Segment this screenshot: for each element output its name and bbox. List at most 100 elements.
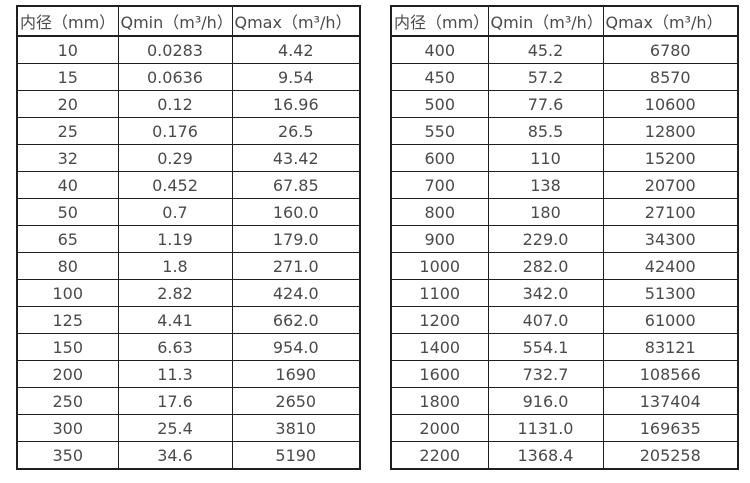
header-qmax: Qmax（m³/h） bbox=[231, 5, 361, 37]
table-row: 400 45.2 6780 bbox=[390, 35, 739, 64]
diameter-cell: 700 bbox=[390, 171, 489, 199]
diameter-cell: 300 bbox=[16, 414, 119, 442]
qmax-cell: 1690 bbox=[231, 360, 361, 388]
qmax-cell: 3810 bbox=[231, 414, 361, 442]
qmax-cell: 16.96 bbox=[231, 90, 361, 118]
table-row: 100 2.82 424.0 bbox=[16, 279, 361, 307]
diameter-cell: 500 bbox=[390, 90, 489, 118]
diameter-cell: 1400 bbox=[390, 333, 489, 361]
diameter-cell: 32 bbox=[16, 144, 119, 172]
qmax-cell: 20700 bbox=[602, 171, 739, 199]
table-row: 15 0.0636 9.54 bbox=[16, 63, 361, 91]
diameter-cell: 25 bbox=[16, 117, 119, 145]
qmax-cell: 6780 bbox=[602, 35, 739, 64]
diameter-cell: 1600 bbox=[390, 360, 489, 388]
qmax-cell: 67.85 bbox=[231, 171, 361, 199]
header-row: 内径（mm） Qmin（m³/h） Qmax（m³/h） bbox=[390, 5, 739, 37]
diameter-cell: 800 bbox=[390, 198, 489, 226]
qmin-cell: 0.452 bbox=[117, 171, 233, 199]
diameter-cell: 125 bbox=[16, 306, 119, 334]
header-qmax: Qmax（m³/h） bbox=[602, 5, 739, 37]
qmax-cell: 662.0 bbox=[231, 306, 361, 334]
qmin-cell: 0.29 bbox=[117, 144, 233, 172]
qmax-cell: 954.0 bbox=[231, 333, 361, 361]
qmin-cell: 0.0283 bbox=[117, 35, 233, 64]
table-body: 10 0.0283 4.42 15 0.0636 9.54 20 0.12 16.96 25 0.1… bbox=[16, 35, 361, 470]
qmax-cell: 26.5 bbox=[231, 117, 361, 145]
diameter-cell: 10 bbox=[16, 35, 119, 64]
qmax-cell: 9.54 bbox=[231, 63, 361, 91]
qmax-cell: 42400 bbox=[602, 252, 739, 280]
table-row: 1200 407.0 61000 bbox=[390, 306, 739, 334]
table-row: 50 0.7 160.0 bbox=[16, 198, 361, 226]
header-inner-diameter: 内径（mm） bbox=[16, 5, 119, 37]
diameter-cell: 550 bbox=[390, 117, 489, 145]
qmax-cell: 169635 bbox=[602, 414, 739, 442]
diameter-cell: 350 bbox=[16, 441, 119, 470]
qmin-cell: 0.0636 bbox=[117, 63, 233, 91]
qmin-cell: 229.0 bbox=[487, 225, 604, 253]
qmin-cell: 45.2 bbox=[487, 35, 604, 64]
flow-table-large-diameters: 内径（mm） Qmin（m³/h） Qmax（m³/h） 400 45.2 6780… bbox=[390, 5, 739, 470]
diameter-cell: 1000 bbox=[390, 252, 489, 280]
qmin-cell: 2.82 bbox=[117, 279, 233, 307]
table-row: 1400 554.1 83121 bbox=[390, 333, 739, 361]
diameter-cell: 1800 bbox=[390, 387, 489, 415]
qmax-cell: 271.0 bbox=[231, 252, 361, 280]
header-row: 内径（mm） Qmin（m³/h） Qmax（m³/h） bbox=[16, 5, 361, 37]
qmin-cell: 282.0 bbox=[487, 252, 604, 280]
qmax-cell: 43.42 bbox=[231, 144, 361, 172]
header-qmin: Qmin（m³/h） bbox=[117, 5, 233, 37]
table-row: 800 180 27100 bbox=[390, 198, 739, 226]
diameter-cell: 65 bbox=[16, 225, 119, 253]
qmin-cell: 110 bbox=[487, 144, 604, 172]
qmax-cell: 83121 bbox=[602, 333, 739, 361]
diameter-cell: 400 bbox=[390, 35, 489, 64]
header-qmin: Qmin（m³/h） bbox=[487, 5, 604, 37]
diameter-cell: 150 bbox=[16, 333, 119, 361]
qmax-cell: 61000 bbox=[602, 306, 739, 334]
qmax-cell: 424.0 bbox=[231, 279, 361, 307]
table-row: 350 34.6 5190 bbox=[16, 441, 361, 470]
qmin-cell: 138 bbox=[487, 171, 604, 199]
qmin-cell: 4.41 bbox=[117, 306, 233, 334]
qmin-cell: 342.0 bbox=[487, 279, 604, 307]
qmin-cell: 11.3 bbox=[117, 360, 233, 388]
diameter-cell: 50 bbox=[16, 198, 119, 226]
table-row: 80 1.8 271.0 bbox=[16, 252, 361, 280]
table-body: 400 45.2 6780 450 57.2 8570 500 77.6 10600 550 85.… bbox=[390, 35, 739, 470]
diameter-cell: 1200 bbox=[390, 306, 489, 334]
qmin-cell: 6.63 bbox=[117, 333, 233, 361]
table-row: 32 0.29 43.42 bbox=[16, 144, 361, 172]
diameter-cell: 200 bbox=[16, 360, 119, 388]
qmax-cell: 27100 bbox=[602, 198, 739, 226]
qmin-cell: 1.8 bbox=[117, 252, 233, 280]
table-row: 20 0.12 16.96 bbox=[16, 90, 361, 118]
table-row: 10 0.0283 4.42 bbox=[16, 35, 361, 64]
table-row: 450 57.2 8570 bbox=[390, 63, 739, 91]
qmax-cell: 8570 bbox=[602, 63, 739, 91]
qmin-cell: 554.1 bbox=[487, 333, 604, 361]
qmax-cell: 10600 bbox=[602, 90, 739, 118]
qmin-cell: 1131.0 bbox=[487, 414, 604, 442]
qmin-cell: 34.6 bbox=[117, 441, 233, 470]
table-row: 125 4.41 662.0 bbox=[16, 306, 361, 334]
table-row: 900 229.0 34300 bbox=[390, 225, 739, 253]
qmin-cell: 77.6 bbox=[487, 90, 604, 118]
qmin-cell: 180 bbox=[487, 198, 604, 226]
table-row: 550 85.5 12800 bbox=[390, 117, 739, 145]
qmax-cell: 51300 bbox=[602, 279, 739, 307]
table-row: 2000 1131.0 169635 bbox=[390, 414, 739, 442]
table-row: 250 17.6 2650 bbox=[16, 387, 361, 415]
qmin-cell: 732.7 bbox=[487, 360, 604, 388]
qmax-cell: 34300 bbox=[602, 225, 739, 253]
header-inner-diameter: 内径（mm） bbox=[390, 5, 489, 37]
table-row: 150 6.63 954.0 bbox=[16, 333, 361, 361]
table-row: 1100 342.0 51300 bbox=[390, 279, 739, 307]
table-row: 40 0.452 67.85 bbox=[16, 171, 361, 199]
qmin-cell: 17.6 bbox=[117, 387, 233, 415]
qmin-cell: 916.0 bbox=[487, 387, 604, 415]
qmin-cell: 25.4 bbox=[117, 414, 233, 442]
qmin-cell: 0.176 bbox=[117, 117, 233, 145]
